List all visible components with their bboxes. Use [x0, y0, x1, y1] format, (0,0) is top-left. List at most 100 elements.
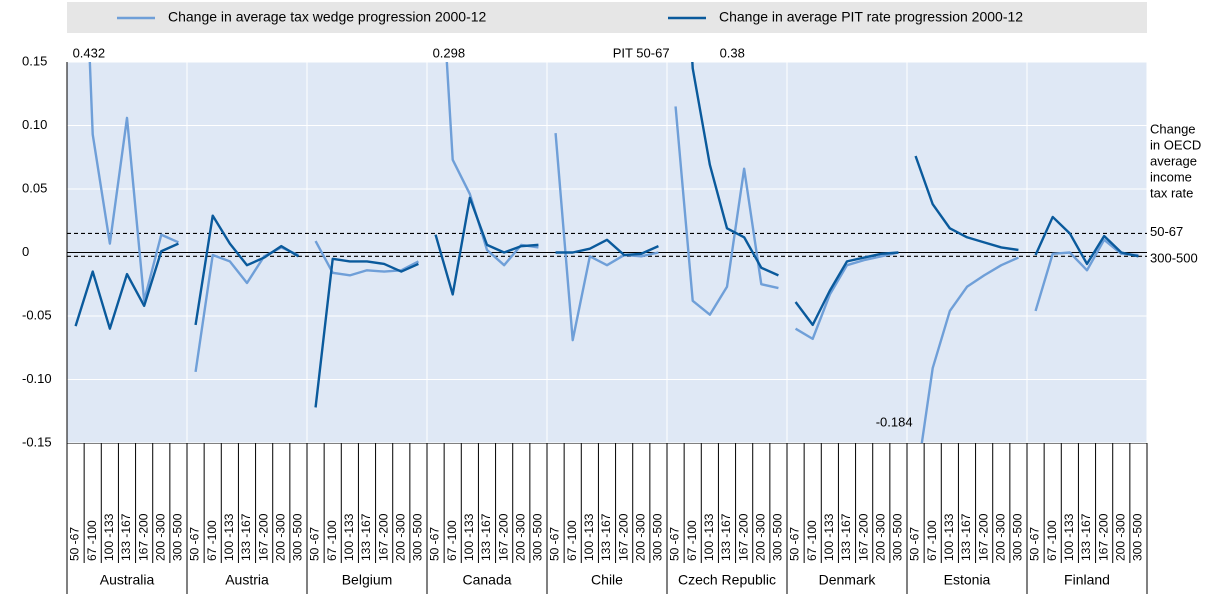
- x-tick-label: 300 -500: [1131, 513, 1145, 561]
- x-tick-label: 50 -67: [788, 527, 802, 561]
- group-label: Chile: [591, 572, 623, 588]
- x-tick-label: 167 -200: [976, 513, 990, 561]
- reference-title: in OECD: [1150, 137, 1201, 152]
- x-tick-label: 50 -67: [548, 527, 562, 561]
- x-tick-label: 200 -300: [753, 513, 767, 561]
- x-tick-label: 50 -67: [908, 527, 922, 561]
- x-tick-label: 100 -133: [222, 513, 236, 561]
- reference-title: tax rate: [1150, 185, 1193, 200]
- x-tick-label: 300 -500: [291, 513, 305, 561]
- reference-title: Change: [1150, 121, 1196, 136]
- series-line: [555, 238, 659, 257]
- x-tick-label: 167 -200: [856, 513, 870, 561]
- legend-label: Change in average PIT rate progression 2…: [719, 9, 1023, 25]
- x-tick-label: 100 -133: [582, 513, 596, 561]
- x-tick-label: 133 -167: [359, 513, 373, 561]
- group-label: Australia: [100, 572, 155, 588]
- out-of-range-label: 0.298: [433, 45, 466, 60]
- series-line: [1034, 215, 1139, 266]
- x-tick-label: 100 -133: [822, 513, 836, 561]
- group-label: Denmark: [819, 572, 877, 588]
- x-tick-label: 67 -100: [205, 520, 219, 561]
- y-tick-label: -0.10: [22, 371, 52, 386]
- x-tick-label: 200 -300: [153, 513, 167, 561]
- legend-background: [67, 2, 1147, 33]
- y-tick-label: 0: [22, 244, 29, 259]
- group-label: Estonia: [944, 572, 991, 588]
- x-tick-label: 50 -67: [1028, 527, 1042, 561]
- x-tick-label: 100 -133: [1062, 513, 1076, 561]
- x-tick-label: 50 -67: [188, 527, 202, 561]
- x-tick-label: 133 -167: [479, 513, 493, 561]
- group-label: Austria: [225, 572, 269, 588]
- x-tick-label: 300 -500: [1011, 513, 1025, 561]
- x-tick-label: 167 -200: [1096, 513, 1110, 561]
- series-line: [314, 257, 419, 408]
- x-tick-label: 300 -500: [531, 513, 545, 561]
- x-tick-label: 67 -100: [925, 520, 939, 561]
- y-tick-label: 0.10: [22, 117, 47, 132]
- series-line: [920, 256, 1019, 443]
- x-tick-label: 133 -167: [239, 513, 253, 561]
- x-tick-label: 200 -300: [393, 513, 407, 561]
- x-tick-label: 100 -133: [702, 513, 716, 561]
- series-line: [74, 242, 179, 330]
- legend-label: Change in average tax wedge progression …: [168, 9, 487, 25]
- group-label: Czech Republic: [678, 572, 776, 588]
- series-line: [88, 62, 179, 302]
- y-tick-label: 0.05: [22, 180, 47, 195]
- x-tick-label: 167 -200: [136, 513, 150, 561]
- x-tick-label: 133 -167: [1079, 513, 1093, 561]
- x-tick-label: 200 -300: [633, 513, 647, 561]
- series-line: [794, 251, 899, 341]
- series-line: [914, 155, 1019, 252]
- x-tick-label: 300 -500: [891, 513, 905, 561]
- x-tick-label: 67 -100: [565, 520, 579, 561]
- series-line: [691, 62, 779, 277]
- y-tick-label: -0.05: [22, 307, 52, 322]
- x-tick-label: 300 -500: [411, 513, 425, 561]
- series-lines: [74, 62, 1139, 443]
- x-tick-label: 133 -167: [599, 513, 613, 561]
- x-tick-label: 67 -100: [325, 520, 339, 561]
- series-line: [194, 214, 300, 326]
- x-tick-label: 67 -100: [1045, 520, 1059, 561]
- x-tick-label: 133 -167: [839, 513, 853, 561]
- out-of-range-label: 0.38: [720, 45, 745, 60]
- series-line: [554, 133, 659, 342]
- series-line: [445, 62, 539, 267]
- x-tick-label: 200 -300: [513, 513, 527, 561]
- reference-title: average: [1150, 153, 1197, 168]
- series-line: [674, 106, 779, 316]
- x-tick-label: 67 -100: [85, 520, 99, 561]
- x-axis-box: [67, 443, 1147, 444]
- reference-title: income: [1150, 169, 1192, 184]
- x-tick-label: 300 -500: [651, 513, 665, 561]
- x-tick-label: 200 -300: [873, 513, 887, 561]
- x-tick-label: 167 -200: [736, 513, 750, 561]
- x-tick-label: 100 -133: [342, 513, 356, 561]
- series-line: [794, 251, 899, 327]
- x-tick-label: 133 -167: [959, 513, 973, 561]
- x-tick-label: 133 -167: [119, 513, 133, 561]
- x-tick-label: 100 -133: [942, 513, 956, 561]
- series-line: [1034, 238, 1139, 312]
- x-tick-label: 100 -133: [462, 513, 476, 561]
- x-tick-label: 167 -200: [376, 513, 390, 561]
- x-tick-label: 50 -67: [668, 527, 682, 561]
- x-tick-label: 167 -200: [256, 513, 270, 561]
- x-tick-label: 67 -100: [445, 520, 459, 561]
- y-tick-label: 0.15: [22, 53, 47, 68]
- reference-label: 300-500: [1150, 251, 1198, 266]
- group-label: Canada: [462, 572, 511, 588]
- x-tick-label: 200 -300: [1113, 513, 1127, 561]
- x-tick-label: 67 -100: [685, 520, 699, 561]
- x-tick-label: 50 -67: [68, 527, 82, 561]
- x-tick-label: 133 -167: [719, 513, 733, 561]
- group-label: Finland: [1064, 572, 1110, 588]
- reference-label: 50-67: [1150, 224, 1183, 239]
- x-tick-label: 167 -200: [616, 513, 630, 561]
- x-tick-label: 200 -300: [993, 513, 1007, 561]
